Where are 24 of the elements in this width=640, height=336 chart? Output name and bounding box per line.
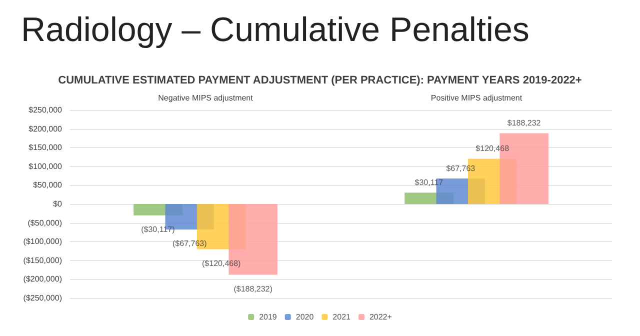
data-label: ($188,232) bbox=[234, 284, 273, 294]
y-tick-label: $150,000 bbox=[28, 143, 63, 152]
chart-subtitle: CUMULATIVE ESTIMATED PAYMENT ADJUSTMENT (PER PRACTICE): PAYMENT YEARS 2019-2022+ bbox=[58, 74, 582, 86]
y-tick-label: ($150,000) bbox=[23, 256, 62, 265]
data-label: ($120,468) bbox=[202, 258, 242, 268]
y-tick-label: ($50,000) bbox=[28, 218, 62, 228]
x-tick-label: Negative MIPS adjustment bbox=[158, 94, 254, 102]
legend-label: 2022+ bbox=[369, 312, 392, 322]
y-tick-label: $0 bbox=[53, 200, 63, 208]
x-tick-label: Positive MIPS adjustment bbox=[430, 94, 523, 102]
legend-label: 2019 bbox=[259, 312, 278, 322]
chart-title: Radiology – Cumulative Penalties bbox=[21, 11, 530, 49]
data-label: $188,232 bbox=[507, 118, 542, 128]
y-tick-label: ($200,000) bbox=[23, 274, 62, 284]
data-label: ($30,117) bbox=[141, 224, 176, 234]
y-tick-label: ($100,000) bbox=[23, 237, 62, 246]
y-tick-label: $200,000 bbox=[28, 124, 63, 134]
y-tick-label: ($250,000) bbox=[23, 294, 62, 302]
legend-label: 2020 bbox=[296, 312, 314, 322]
y-tick-label: $100,000 bbox=[28, 162, 63, 171]
data-label: $120,468 bbox=[476, 144, 510, 154]
y-tick-label: $50,000 bbox=[33, 180, 63, 190]
legend-label: 2021 bbox=[332, 312, 352, 322]
y-tick-label: $250,000 bbox=[28, 106, 63, 114]
